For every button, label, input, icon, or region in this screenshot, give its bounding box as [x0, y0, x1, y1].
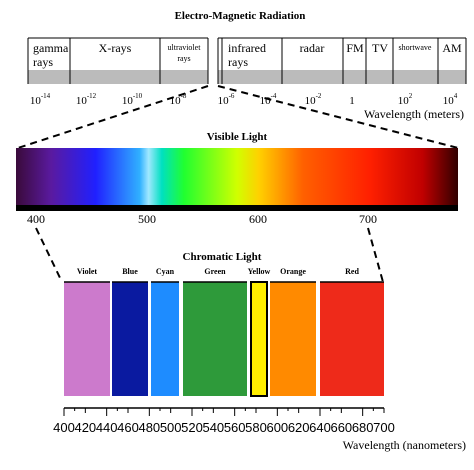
tick-base: 10 [122, 95, 134, 107]
tick-exp: -8 [181, 92, 187, 100]
chromatic-ticks: 400 420 440 460 480 500 520 540 560 580 600 620 640 6… [53, 408, 395, 435]
color-label: Blue [122, 267, 138, 276]
color-blocks: Violet Blue Cyan Green Yellow Orange Red [64, 267, 384, 397]
band-label: rays [33, 55, 53, 69]
tick-exp: -2 [316, 92, 322, 100]
color-block [320, 282, 384, 396]
visible-tick: 400 [27, 212, 45, 226]
visible-title: Visible Light [207, 131, 268, 143]
chromatic-tick: 700 [373, 420, 395, 435]
chromatic-axis-label: Wavelength (nanometers) [343, 438, 466, 452]
color-block [151, 282, 179, 396]
visible-spectrum [16, 148, 458, 205]
em-tick: 10-6 [218, 92, 235, 107]
color-label: Red [345, 267, 359, 276]
zoom-line [17, 85, 209, 149]
em-tick: 10-4 [260, 92, 277, 107]
color-label: Green [204, 267, 226, 276]
band-label: AM [442, 41, 462, 55]
chromatic-tick: 640 [309, 420, 331, 435]
color-label: Yellow [248, 267, 271, 276]
chromatic-tick: 620 [288, 420, 310, 435]
chromatic-tick: 440 [96, 420, 118, 435]
em-tick: 10-14 [30, 92, 51, 107]
tick-base: 10 [30, 95, 42, 107]
visible-ticks: 400 500 600 700 [27, 212, 377, 226]
em-title: Electro-Magnetic Radiation [175, 10, 306, 22]
em-bar [27, 37, 467, 84]
tick-base: 10 [398, 95, 410, 107]
tick-base: 10 [170, 95, 182, 107]
chromatic-tick: 420 [74, 420, 96, 435]
em-tick: 10-2 [305, 92, 322, 107]
chromatic-tick: 680 [352, 420, 374, 435]
em-ticks: 10-14 10-12 10-10 10-8 10-6 10-4 10-2 1 102 104 [30, 92, 458, 107]
tick-base: 1 [349, 95, 355, 107]
chromatic-tick: 480 [138, 420, 160, 435]
chromatic-tick: 560 [224, 420, 246, 435]
color-label: Orange [280, 267, 306, 276]
chromatic-tick: 580 [245, 420, 267, 435]
chromatic-title: Chromatic Light [183, 251, 262, 263]
tick-exp: -10 [133, 92, 143, 100]
tick-base: 10 [76, 95, 88, 107]
zoom-line [217, 85, 459, 149]
em-axis-label: Wavelength (meters) [364, 107, 464, 121]
em-tick: 102 [398, 92, 413, 107]
tick-exp: -4 [271, 92, 277, 100]
visible-axis [16, 205, 458, 211]
visible-tick: 700 [359, 212, 377, 226]
band-label: ultraviolet [168, 43, 202, 52]
band-label: FM [346, 41, 364, 55]
chromatic-tick: 540 [202, 420, 224, 435]
color-block [250, 281, 268, 397]
chromatic-tick: 660 [330, 420, 352, 435]
color-block [64, 282, 110, 396]
tick-exp: -12 [87, 92, 97, 100]
chromatic-tick: 500 [160, 420, 182, 435]
band-label: gamma [33, 41, 69, 55]
chromatic-tick: 400 [53, 420, 75, 435]
visible-tick: 600 [249, 212, 267, 226]
em-tick: 10-8 [170, 92, 187, 107]
tick-exp: 2 [409, 92, 413, 100]
band-label: rays [177, 54, 190, 63]
band-label: rays [228, 55, 248, 69]
em-tick: 104 [443, 92, 458, 107]
tick-exp: 4 [454, 92, 458, 100]
band-label: radar [300, 41, 325, 55]
color-block [183, 282, 247, 396]
band-label: TV [372, 41, 388, 55]
color-label: Violet [77, 267, 97, 276]
band-label: X-rays [99, 41, 132, 55]
tick-base: 10 [260, 95, 272, 107]
tick-exp: -14 [41, 92, 51, 100]
chromatic-tick: 520 [181, 420, 203, 435]
color-block [112, 282, 148, 396]
em-tick: 10-10 [122, 92, 143, 107]
tick-base: 10 [218, 95, 230, 107]
color-label: Cyan [156, 267, 175, 276]
em-bands: gamma rays X-rays ultraviolet rays infra… [33, 41, 462, 69]
band-label: infrared [228, 41, 266, 55]
tick-base: 10 [305, 95, 317, 107]
visible-tick: 500 [138, 212, 156, 226]
tick-base: 10 [443, 95, 455, 107]
chromatic-tick: 600 [266, 420, 288, 435]
band-label: shortwave [399, 43, 432, 52]
em-tick: 10-12 [76, 92, 97, 107]
em-tick: 1 [349, 95, 355, 107]
tick-exp: -6 [229, 92, 235, 100]
zoom-line [35, 227, 63, 283]
zoom-line [367, 227, 384, 283]
chromatic-tick: 460 [117, 420, 139, 435]
color-block [270, 282, 316, 396]
